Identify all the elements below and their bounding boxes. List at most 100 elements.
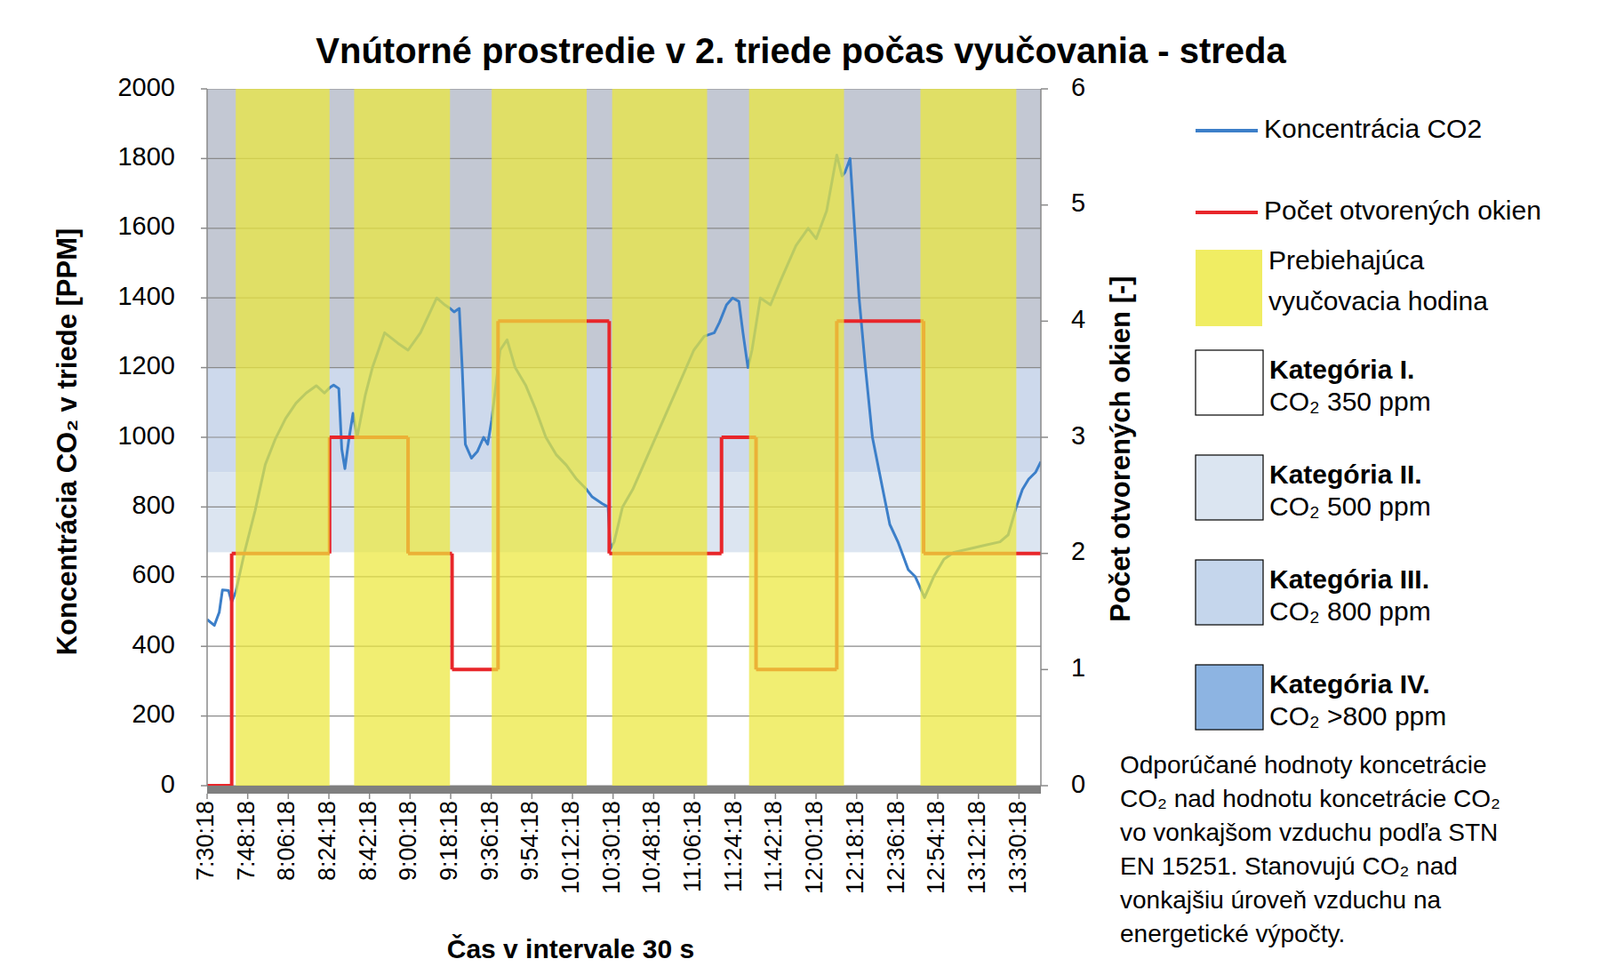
legend-label: Kategória I. xyxy=(1269,354,1415,384)
y2-tick-label: 0 xyxy=(1071,769,1086,799)
y2-tick-label: 2 xyxy=(1071,536,1086,566)
step-riser xyxy=(450,553,455,671)
y-tick-label: 400 xyxy=(132,630,176,659)
legend-label: Kategória II. xyxy=(1269,459,1423,489)
y2-tick-label: 6 xyxy=(1071,72,1086,102)
x-tick-label: 10:48:18 xyxy=(638,800,665,895)
y2-axis-label: Počet otvorených okien [-] xyxy=(1104,275,1136,622)
x-tick-label: 7:30:18 xyxy=(192,800,219,881)
x-tick-label: 9:54:18 xyxy=(516,800,544,881)
x-tick-label: 12:54:18 xyxy=(922,800,950,895)
legend-label: CO₂ >800 ppm xyxy=(1269,701,1447,731)
x-tick xyxy=(815,793,817,800)
y-tick-label: 200 xyxy=(132,699,176,728)
y-tick-label: 800 xyxy=(132,490,176,520)
x-tick xyxy=(775,793,777,800)
lesson-band xyxy=(920,88,1017,786)
y2-tick xyxy=(1040,552,1048,555)
step-segment xyxy=(836,319,924,323)
lesson-band xyxy=(749,88,845,786)
y2-tick xyxy=(1040,784,1048,787)
x-tick xyxy=(206,793,208,800)
x-tick-label: 13:30:18 xyxy=(1004,800,1032,895)
x-tick-label: 9:00:18 xyxy=(394,800,422,881)
y-tick xyxy=(200,296,208,299)
y2-tick xyxy=(1040,204,1048,207)
x-tick xyxy=(531,793,534,800)
x-tick xyxy=(247,793,249,800)
y-tick-label: 1400 xyxy=(117,281,176,311)
x-tick-label: 10:12:18 xyxy=(557,800,584,895)
y-axis-label: Koncentrácia CO₂ v triede [PPM] xyxy=(51,228,83,656)
note: EN 15251. Stanovujú CO₂ nad xyxy=(1120,852,1458,880)
title: Vnútorné prostredie v 2. triede počas vy… xyxy=(315,31,1287,71)
x-tick-label: 11:42:18 xyxy=(760,800,787,893)
legend-label-line: Prebiehajúca xyxy=(1268,245,1424,275)
lesson-band xyxy=(491,88,587,786)
x-tick xyxy=(490,793,493,800)
step-riser xyxy=(720,437,724,554)
y2-tick-label: 5 xyxy=(1071,188,1086,217)
x-tick xyxy=(693,793,696,800)
y-tick xyxy=(200,158,208,160)
note: vo vonkajšom vzduchu podľa STN xyxy=(1120,818,1498,847)
legend-label-line: vyučovacia hodina xyxy=(1268,286,1488,316)
note: CO₂ nad hodnotu koncetrácie CO₂ xyxy=(1120,784,1501,813)
y-tick-label: 1200 xyxy=(117,351,176,380)
x-tick-label: 7:48:18 xyxy=(232,800,260,881)
y2-tick-label: 1 xyxy=(1071,653,1086,682)
x-tick xyxy=(328,793,330,800)
legend-swatch xyxy=(1195,249,1263,327)
legend-swatch xyxy=(1195,560,1264,625)
legend: Koncentrácia CO2Počet otvorených okienPr… xyxy=(1195,113,1542,731)
note: vonkajšiu úroveň vzduchu na xyxy=(1120,886,1442,914)
y2-tick-label: 3 xyxy=(1071,421,1086,450)
x-tick-label: 12:00:18 xyxy=(800,800,828,895)
x-tick xyxy=(368,793,371,800)
step-segment xyxy=(207,784,232,786)
x-tick xyxy=(449,793,452,800)
legend-swatch xyxy=(1195,350,1264,416)
y2-tick xyxy=(1040,320,1048,323)
x-tick-label: 12:36:18 xyxy=(882,800,910,895)
y2-tick-label: 4 xyxy=(1071,304,1086,334)
legend-label: CO₂ 500 ppm xyxy=(1269,491,1432,521)
legend-label: Kategória IV. xyxy=(1269,669,1431,699)
y-tick xyxy=(200,576,208,578)
y-tick xyxy=(200,784,208,787)
y-tick xyxy=(200,367,208,369)
x-tick xyxy=(734,793,736,800)
x-tick-label: 8:24:18 xyxy=(313,800,341,881)
x-tick-label: 8:06:18 xyxy=(272,800,300,881)
legend-swatch xyxy=(1195,664,1264,730)
legend-label: Koncentrácia CO2 xyxy=(1264,113,1482,144)
y-tick-label: 600 xyxy=(132,560,176,589)
y2-tick xyxy=(1040,669,1048,672)
x-tick-label: 10:30:18 xyxy=(598,800,625,895)
step-riser xyxy=(607,320,611,553)
y-tick-label: 2000 xyxy=(117,72,176,102)
x-tick-label: 12:18:18 xyxy=(841,800,869,895)
y-tick xyxy=(200,88,208,90)
y-tick-label: 1600 xyxy=(117,211,176,240)
chart: Vnútorné prostredie v 2. triede počas vy… xyxy=(0,0,1600,967)
y-tick-label: 0 xyxy=(160,769,176,799)
x-tick xyxy=(288,793,290,800)
x-tick-label: 9:18:18 xyxy=(435,800,463,881)
x-tick-label: 11:06:18 xyxy=(679,800,706,893)
x-tick xyxy=(653,793,656,800)
plot-area xyxy=(207,88,1041,786)
y-tick-label: 1800 xyxy=(117,142,176,171)
lesson-band xyxy=(235,88,330,786)
x-tick xyxy=(571,793,574,800)
lesson-band xyxy=(353,88,450,786)
x-tick-label: 13:12:18 xyxy=(963,800,991,895)
x-tick xyxy=(409,793,412,800)
y2-tick xyxy=(1040,436,1048,439)
legend-label: CO₂ 350 ppm xyxy=(1269,386,1432,416)
x-tick xyxy=(856,793,858,800)
x-tick-label: 9:36:18 xyxy=(476,800,504,881)
step-riser xyxy=(230,553,234,786)
lesson-band xyxy=(612,88,708,786)
y2-tick xyxy=(1040,88,1048,90)
